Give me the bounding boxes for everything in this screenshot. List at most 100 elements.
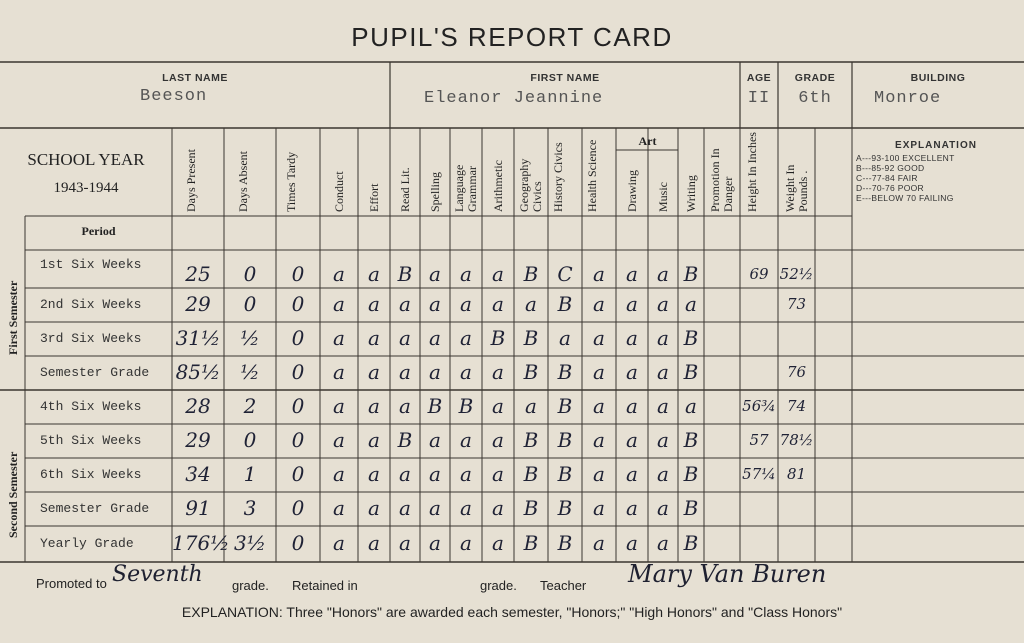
row-label: Yearly Grade [40, 536, 134, 551]
grade-cell: 76 [786, 363, 807, 381]
grade-cell: a [593, 531, 605, 555]
grade-cell: B [557, 292, 573, 316]
grade-cell: a [399, 394, 411, 418]
school-year-label: SCHOOL YEAR [27, 150, 145, 169]
column-header: Days Absent [236, 151, 250, 212]
second-semester-label: Second Semester [6, 451, 20, 538]
grade-cell: a [685, 394, 697, 418]
grade-cell: B [523, 531, 539, 555]
grade-cell: a [368, 262, 380, 286]
grade-cell: a [333, 428, 345, 452]
grade-cell: B [523, 360, 539, 384]
column-header: Drawing [624, 170, 639, 212]
building-value: Monroe [874, 89, 942, 108]
grade-cell: a [685, 292, 697, 316]
grade-cell: a [657, 326, 669, 350]
grade-cell: a [593, 360, 605, 384]
grade-cell: 0 [291, 292, 305, 316]
grade-cell: a [492, 428, 504, 452]
grade-cell: a [626, 394, 638, 418]
row-label: Semester Grade [40, 501, 150, 516]
grade-cell: a [399, 326, 411, 350]
grade-cell: 73 [786, 295, 807, 313]
grade-cell: a [559, 326, 571, 350]
grade-cell: B [683, 262, 699, 286]
grade-cell: a [368, 531, 380, 555]
last-name-value: Beeson [140, 87, 208, 106]
grade-cell: a [525, 292, 537, 316]
grade-cell: 0 [243, 292, 257, 316]
teacher-signature: Mary Van Buren [628, 560, 827, 588]
grade-cell: a [460, 531, 472, 555]
grade-cell: a [333, 531, 345, 555]
grade-cell: a [525, 394, 537, 418]
grade-cell: a [657, 496, 669, 520]
grade-cell: a [460, 462, 472, 486]
column-header: Weight In Pounds . [782, 164, 810, 212]
grade-cell: 81 [786, 465, 807, 483]
grade-cell: a [399, 360, 411, 384]
grade-cell: a [429, 462, 441, 486]
grade-cell: a [460, 428, 472, 452]
grade-cell: C [557, 262, 573, 286]
column-header: History Civics [551, 142, 565, 212]
row-label: Semester Grade [40, 365, 150, 380]
grade-cell: B [683, 496, 699, 520]
column-header: Music [655, 182, 670, 212]
grade-cell: 3 [243, 496, 257, 520]
grade-cell: a [460, 496, 472, 520]
grade-cell: B [523, 428, 539, 452]
grade-cell: B [523, 496, 539, 520]
row-label: 1st Six Weeks [40, 257, 142, 272]
teacher-label: Teacher [540, 578, 587, 593]
row-label: 5th Six Weeks [40, 433, 142, 448]
column-header: Height In Inches [745, 132, 759, 212]
grade-value: 6th [798, 89, 832, 108]
grade-cell: a [429, 360, 441, 384]
grade-cell: 0 [243, 262, 257, 286]
grade-cell: B [458, 394, 474, 418]
grade-cell: a [368, 394, 380, 418]
grade-cell: a [429, 326, 441, 350]
grade-cell: 28 [185, 394, 211, 418]
grade-cell: a [333, 360, 345, 384]
grade-cell: 2 [243, 394, 257, 418]
legend-line: D---70-76 POOR [856, 183, 924, 193]
grade-cell: 0 [291, 326, 305, 350]
legend-line: E---BELOW 70 FAILING [856, 193, 954, 203]
grade-cell: B [557, 531, 573, 555]
grade-cell: a [399, 292, 411, 316]
grade-cell: 0 [291, 496, 305, 520]
grade-cell: 57 [749, 431, 769, 449]
grade-cell: 25 [185, 262, 211, 286]
grade-cell: a [368, 428, 380, 452]
grade-cell: B [557, 462, 573, 486]
grade-cell: a [333, 326, 345, 350]
column-header: Promotion In Danger [708, 148, 735, 212]
row-label: 6th Six Weeks [40, 467, 142, 482]
grade-cell: a [368, 292, 380, 316]
grade-cell: a [657, 462, 669, 486]
grade-cell: a [368, 326, 380, 350]
grade-cell: a [657, 394, 669, 418]
column-header: Health Science [585, 139, 599, 212]
age-label: AGE [746, 72, 772, 84]
grade-cell: a [626, 292, 638, 316]
grade-cell: a [368, 462, 380, 486]
grade-cell: a [333, 462, 345, 486]
grade-cell: B [557, 496, 573, 520]
grade-cell: a [429, 262, 441, 286]
grade-cell: a [368, 360, 380, 384]
grade-cell: a [492, 262, 504, 286]
grade-cell: B [427, 394, 443, 418]
column-header: Read Lit. [397, 167, 412, 212]
column-header: Writing [683, 175, 698, 212]
grade-cell: B [683, 360, 699, 384]
grade-cell: B [683, 428, 699, 452]
grade-cell: B [683, 462, 699, 486]
grade-label-1: grade. [232, 578, 269, 593]
grade-cell: a [492, 292, 504, 316]
grade-cell: a [429, 292, 441, 316]
